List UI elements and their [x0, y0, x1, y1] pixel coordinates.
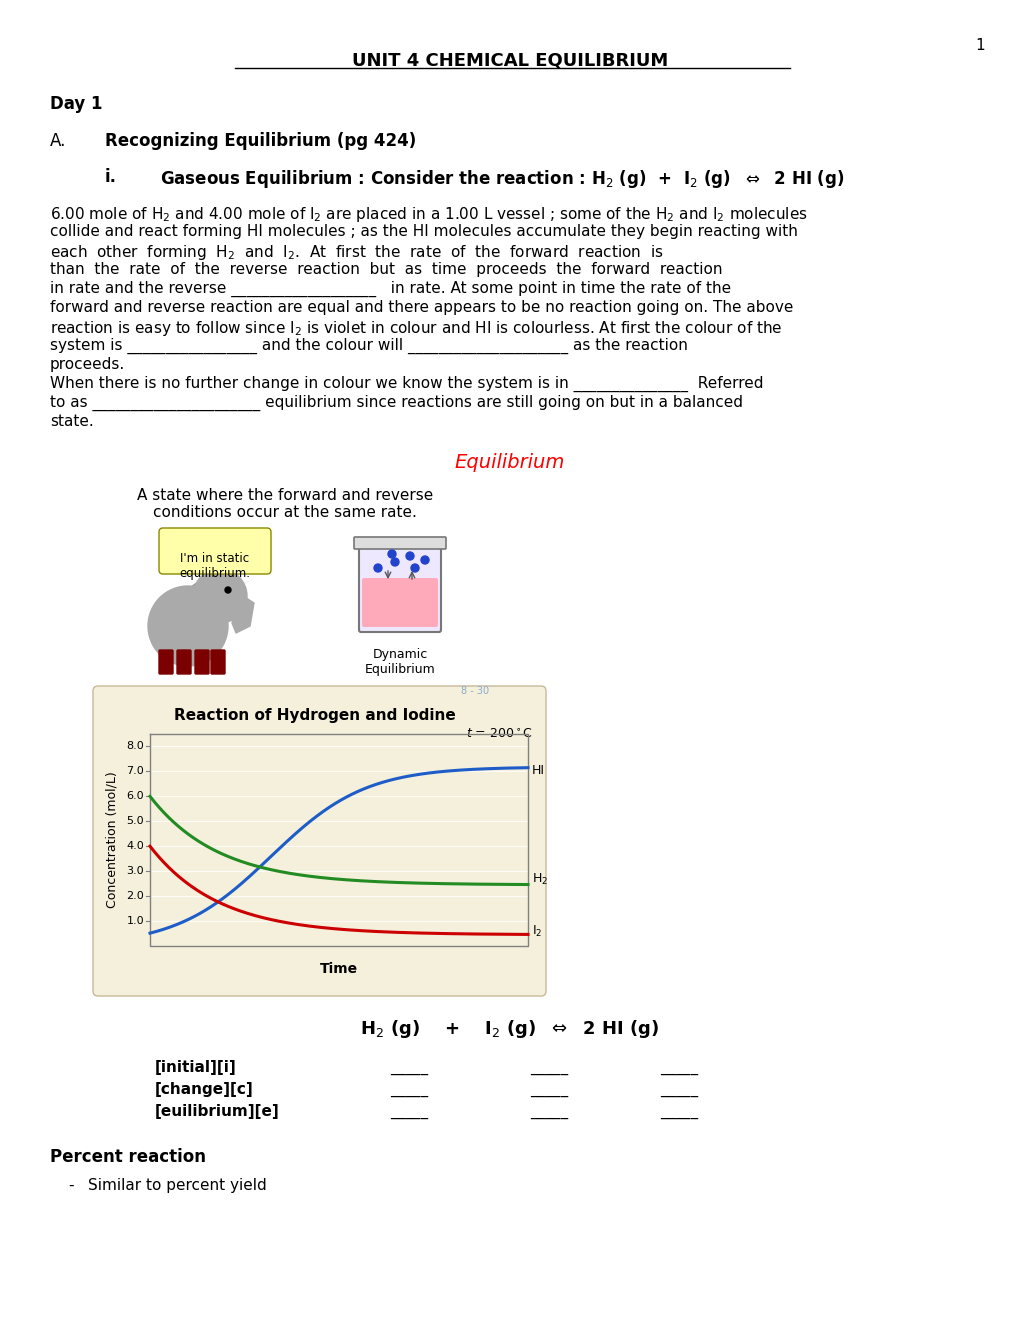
Text: _____: _____	[659, 1060, 697, 1074]
Text: _____: _____	[530, 1082, 568, 1097]
Text: 8.0: 8.0	[126, 742, 144, 751]
FancyBboxPatch shape	[211, 649, 225, 675]
Text: system is _________________ and the colour will _____________________ as the rea: system is _________________ and the colo…	[50, 338, 687, 354]
Ellipse shape	[186, 582, 217, 618]
FancyBboxPatch shape	[359, 539, 440, 632]
Text: Reaction of Hydrogen and Iodine: Reaction of Hydrogen and Iodine	[174, 708, 455, 723]
Text: 6.0: 6.0	[126, 792, 144, 801]
Text: _____: _____	[530, 1104, 568, 1119]
Text: Similar to percent yield: Similar to percent yield	[88, 1177, 267, 1193]
Text: _____: _____	[530, 1060, 568, 1074]
Text: 3.0: 3.0	[126, 866, 144, 876]
Text: 1.0: 1.0	[126, 916, 144, 927]
Circle shape	[193, 569, 247, 623]
Text: Time: Time	[320, 962, 358, 975]
Circle shape	[406, 552, 414, 560]
Text: state.: state.	[50, 414, 94, 429]
Text: H$_2$ (g)    +    I$_2$ (g)  $\Leftrightarrow$  2 HI (g): H$_2$ (g) + I$_2$ (g) $\Leftrightarrow$ …	[360, 1018, 659, 1040]
Text: _____: _____	[659, 1082, 697, 1097]
Text: -: -	[68, 1177, 73, 1193]
Text: H$_2$: H$_2$	[532, 873, 547, 887]
Text: conditions occur at the same rate.: conditions occur at the same rate.	[153, 506, 417, 520]
Text: HI: HI	[532, 764, 544, 776]
Text: reaction is easy to follow since I$_2$ is violet in colour and HI is colourless.: reaction is easy to follow since I$_2$ i…	[50, 319, 782, 338]
Text: Equilibrium: Equilibrium	[454, 453, 565, 473]
Circle shape	[390, 558, 398, 566]
Text: each  other  forming  H$_2$  and  I$_2$.  At  first  the  rate  of  the  forward: each other forming H$_2$ and I$_2$. At f…	[50, 243, 663, 261]
Circle shape	[411, 564, 419, 572]
Circle shape	[421, 556, 429, 564]
FancyBboxPatch shape	[159, 649, 173, 675]
FancyBboxPatch shape	[93, 686, 545, 997]
Polygon shape	[231, 594, 254, 634]
Text: _____: _____	[389, 1104, 428, 1119]
Text: 6.00 mole of H$_2$ and 4.00 mole of I$_2$ are placed in a 1.00 L vessel ; some o: 6.00 mole of H$_2$ and 4.00 mole of I$_2…	[50, 205, 807, 224]
Text: proceeds.: proceeds.	[50, 356, 125, 372]
Text: i.: i.	[105, 168, 117, 186]
Text: 2.0: 2.0	[126, 891, 144, 902]
FancyBboxPatch shape	[354, 537, 445, 549]
Text: I$_2$: I$_2$	[532, 924, 542, 939]
Text: _____: _____	[659, 1104, 697, 1119]
FancyBboxPatch shape	[159, 528, 271, 574]
Text: $t$ = 200$^\circ$C: $t$ = 200$^\circ$C	[466, 729, 533, 741]
Circle shape	[148, 586, 228, 667]
Text: Dynamic
Equilibrium: Dynamic Equilibrium	[364, 648, 435, 676]
Text: Concentration (mol/L): Concentration (mol/L)	[105, 772, 118, 908]
FancyBboxPatch shape	[362, 578, 437, 627]
Text: 7.0: 7.0	[126, 767, 144, 776]
Text: When there is no further change in colour we know the system is in _____________: When there is no further change in colou…	[50, 376, 763, 392]
Text: Day 1: Day 1	[50, 95, 102, 114]
Text: 5.0: 5.0	[126, 816, 144, 826]
Text: A.: A.	[50, 132, 66, 150]
Text: forward and reverse reaction are equal and there appears to be no reaction going: forward and reverse reaction are equal a…	[50, 300, 793, 315]
Text: Percent reaction: Percent reaction	[50, 1148, 206, 1166]
Text: 4.0: 4.0	[126, 841, 144, 851]
Text: I'm in static
equilibrium.: I'm in static equilibrium.	[179, 552, 251, 579]
Text: in rate and the reverse ___________________   in rate. At some point in time the: in rate and the reverse ________________…	[50, 281, 731, 297]
Text: 1: 1	[974, 38, 984, 53]
Circle shape	[387, 550, 395, 558]
FancyBboxPatch shape	[195, 649, 209, 675]
Text: 8 - 30: 8 - 30	[461, 686, 488, 696]
Text: collide and react forming HI molecules ; as the HI molecules accumulate they beg: collide and react forming HI molecules ;…	[50, 224, 797, 239]
Text: _____: _____	[389, 1082, 428, 1097]
Text: Gaseous Equilibrium : Consider the reaction : H$_2$ (g)  +  I$_2$ (g)  $\Leftrig: Gaseous Equilibrium : Consider the react…	[160, 168, 844, 190]
Circle shape	[225, 587, 230, 593]
Text: [change][c]: [change][c]	[155, 1082, 254, 1097]
Circle shape	[374, 564, 382, 572]
Text: [initial][i]: [initial][i]	[155, 1060, 236, 1074]
Text: UNIT 4 CHEMICAL EQUILIBRIUM: UNIT 4 CHEMICAL EQUILIBRIUM	[352, 51, 667, 70]
Text: _____: _____	[389, 1060, 428, 1074]
Text: [euilibrium][e]: [euilibrium][e]	[155, 1104, 279, 1119]
Text: to as ______________________ equilibrium since reactions are still going on but : to as ______________________ equilibrium…	[50, 395, 742, 412]
Text: A state where the forward and reverse: A state where the forward and reverse	[137, 488, 433, 503]
FancyBboxPatch shape	[177, 649, 191, 675]
Text: than  the  rate  of  the  reverse  reaction  but  as  time  proceeds  the  forwa: than the rate of the reverse reaction bu…	[50, 261, 721, 277]
Text: Recognizing Equilibrium (pg 424): Recognizing Equilibrium (pg 424)	[105, 132, 416, 150]
